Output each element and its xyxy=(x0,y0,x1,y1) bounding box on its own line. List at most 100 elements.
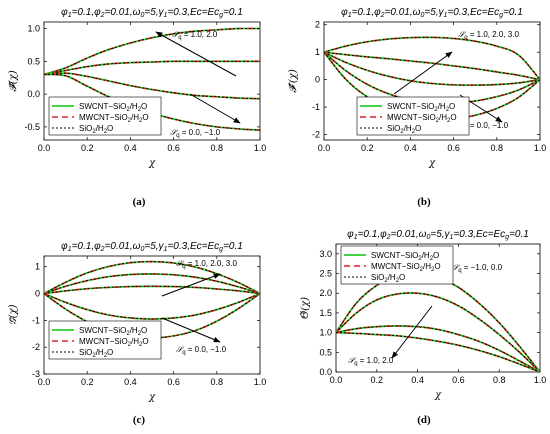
series-line-sio2 xyxy=(44,293,260,320)
series-line-sio2 xyxy=(44,27,260,75)
x-tick-label: 1.0 xyxy=(534,143,547,153)
y-tick-label: 1 xyxy=(35,262,40,272)
legend-label: SWCNT−SiO2/H2O xyxy=(371,251,439,262)
chart-title: φ1=0.1,φ2=0.01,ω0=5,γ1=0.3,Ec=Ecg=0.1 xyxy=(347,229,529,241)
y-tick-label: 0.5 xyxy=(27,56,40,66)
x-tick-label: 0.6 xyxy=(447,143,460,153)
series-line-sio2 xyxy=(44,293,260,339)
series-line-sio2 xyxy=(44,261,260,294)
chart-title: φ1=0.1,φ2=0.01,ω0=5,γ1=0.3,Ec=Ecg=0.1 xyxy=(341,7,523,19)
param-annotation: 𝒮q = −1.0, 0.0 xyxy=(452,263,503,274)
series-line-sio2 xyxy=(324,51,540,81)
param-annotation: 𝒮q = 0.0, −1.0 xyxy=(170,128,221,139)
legend-label: MWCNT−SiO2/H2O xyxy=(387,113,457,124)
plot-frame xyxy=(43,255,261,375)
trend-arrow xyxy=(161,273,221,297)
y-tick-label: -1 xyxy=(32,315,40,325)
x-tick-label: 1.0 xyxy=(254,143,267,153)
x-tick-label: 0.0 xyxy=(330,375,343,385)
panel-caption: (c) xyxy=(133,414,146,426)
param-annotation: 𝒮q = 0.0, −1.0 xyxy=(176,345,227,356)
panel-c: φ1=0.1,φ2=0.01,ω0=5,γ1=0.3,Ec=Ecg=0.1 0.0… xyxy=(8,241,266,426)
x-tick-label: 0.0 xyxy=(38,377,51,387)
y-tick-label: -0.5 xyxy=(24,122,40,132)
param-annotation: 𝒮q = 1.0, 2.0, 3.0 xyxy=(176,259,237,270)
panel-caption: (a) xyxy=(133,196,146,208)
legend-label: SWCNT−SiO2/H2O xyxy=(79,326,147,337)
series-line-mwcnt xyxy=(336,325,540,372)
x-tick-label: 0.2 xyxy=(81,377,94,387)
x-tick-label: 1.0 xyxy=(534,375,547,385)
y-tick-label: 0.0 xyxy=(27,89,40,99)
y-tick-label: 1.0 xyxy=(319,328,332,338)
x-tick-label: 0.2 xyxy=(81,143,94,153)
series-line-swcnt xyxy=(336,325,540,372)
series-line-sio2 xyxy=(324,51,540,86)
series-line-mwcnt xyxy=(336,331,540,372)
legend-box xyxy=(356,96,470,136)
legend-box xyxy=(340,245,454,285)
plot-frame xyxy=(335,243,541,373)
series-line-sio2 xyxy=(336,292,540,372)
y-tick-label: 0.0 xyxy=(319,367,332,377)
y-tick-label: 2.0 xyxy=(319,288,332,298)
trend-arrow xyxy=(161,317,221,343)
series-line-sio2 xyxy=(336,332,540,372)
y-tick-label: -3 xyxy=(32,369,40,379)
trend-arrow xyxy=(155,31,237,77)
series-line-sio2 xyxy=(336,325,540,372)
y-tick-label: 2.5 xyxy=(319,269,332,279)
series-line-sio2 xyxy=(44,72,260,100)
series-line-sio2 xyxy=(324,51,540,104)
series-line-sio2 xyxy=(44,285,260,295)
series-line-mwcnt xyxy=(44,27,260,76)
y-tick-label: -1 xyxy=(312,102,320,112)
panel-a: φ1=0.1,φ2=0.01,ω0=5,γ1=0.3,Ec=Ecg=0.1 0.0… xyxy=(8,7,266,208)
x-tick-label: 0.6 xyxy=(452,375,465,385)
y-tick-label: 0 xyxy=(315,75,320,85)
series-line-sio2 xyxy=(324,51,540,121)
x-tick-label: 1.0 xyxy=(254,377,267,387)
trend-arrow xyxy=(393,51,453,95)
series-line-mwcnt xyxy=(44,72,260,100)
x-tick-label: 0.4 xyxy=(124,377,137,387)
x-tick-label: 0.0 xyxy=(318,143,331,153)
y-tick-label: 0.5 xyxy=(319,347,332,357)
series-line-mwcnt xyxy=(44,273,260,295)
x-axis-label: χ xyxy=(148,392,156,403)
y-axis-label: Θ̃(χ) xyxy=(300,297,311,319)
series-line-mwcnt xyxy=(324,51,540,86)
chart-title: φ1=0.1,φ2=0.01,ω0=5,γ1=0.3,Ec=Ecg=0.1 xyxy=(61,241,243,253)
series-line-swcnt xyxy=(324,51,540,87)
curves xyxy=(44,27,260,132)
y-tick-label: -2 xyxy=(32,342,40,352)
x-tick-label: 0.8 xyxy=(211,377,224,387)
series-line-sio2 xyxy=(324,36,540,80)
legend-label: SiO2/H2O xyxy=(387,124,421,135)
legend-label: MWCNT−SiO2/H2O xyxy=(371,262,441,273)
y-axis-label: 𝒢̃(χ) xyxy=(8,304,19,325)
legend-label: MWCNT−SiO2/H2O xyxy=(79,113,149,124)
y-axis-label: 𝓕̃′(χ) xyxy=(288,69,299,93)
series-line-swcnt xyxy=(44,27,260,76)
y-tick-label: 2 xyxy=(315,20,320,30)
series-line-swcnt xyxy=(336,331,540,372)
legend-label: SiO2/H2O xyxy=(371,273,405,284)
chart-title: φ1=0.1,φ2=0.01,ω0=5,γ1=0.3,Ec=Ecg=0.1 xyxy=(61,7,243,19)
x-tick-label: 0.8 xyxy=(211,143,224,153)
series-line-sio2 xyxy=(44,60,260,75)
panel-b: φ1=0.1,φ2=0.01,ω0=5,γ1=0.3,Ec=Ecg=0.1 0.0… xyxy=(288,7,546,208)
param-annotation: 𝒮q = 1.0, 2.0, 3.0 xyxy=(458,30,519,41)
y-tick-label: 1.0 xyxy=(27,24,40,34)
x-axis-label: χ xyxy=(434,390,442,401)
legend-label: SiO2/H2O xyxy=(79,348,113,359)
plot-frame xyxy=(323,21,541,141)
x-axis-label: χ xyxy=(148,158,156,169)
y-tick-label: 3.0 xyxy=(319,249,332,259)
trend-arrow xyxy=(189,93,241,124)
x-tick-label: 0.6 xyxy=(167,143,180,153)
y-tick-label: 1.5 xyxy=(319,308,332,318)
